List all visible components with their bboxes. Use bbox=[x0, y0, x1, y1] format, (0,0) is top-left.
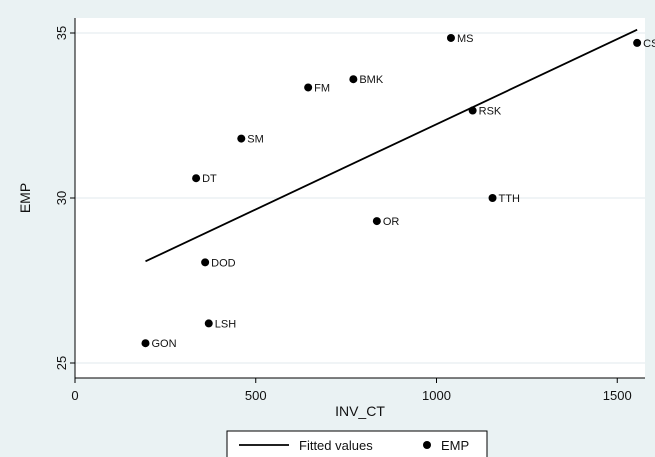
point-label-sm: SM bbox=[247, 134, 263, 146]
point-label-or: OR bbox=[383, 216, 400, 228]
x-axis-title: INV_CT bbox=[335, 403, 385, 419]
x-tick-label-1000: 1000 bbox=[422, 388, 451, 403]
point-label-dod: DOD bbox=[211, 257, 236, 269]
point-or bbox=[372, 217, 381, 226]
y-tick-label-25: 25 bbox=[54, 356, 69, 370]
point-gon bbox=[141, 339, 150, 348]
point-label-ms: MS bbox=[457, 33, 474, 45]
y-tick-label-30: 30 bbox=[54, 191, 69, 205]
point-label-fm: FM bbox=[314, 82, 330, 94]
legend-label-emp: EMP bbox=[441, 438, 469, 453]
fitted-values-line bbox=[145, 28, 638, 263]
point-dt bbox=[192, 174, 201, 183]
point-sm bbox=[237, 134, 246, 143]
y-tick-label-35: 35 bbox=[54, 26, 69, 40]
point-ms bbox=[446, 33, 455, 42]
point-dod bbox=[201, 258, 210, 267]
legend: Fitted values EMP bbox=[226, 430, 488, 457]
point-label-gon: GON bbox=[151, 338, 176, 350]
y-axis-title: EMP bbox=[17, 183, 33, 213]
x-tick-label-500: 500 bbox=[245, 388, 267, 403]
legend-box bbox=[226, 430, 488, 457]
point-label-rsk: RSK bbox=[479, 106, 502, 118]
point-label-tth: TTH bbox=[499, 193, 520, 205]
grid-layer bbox=[75, 32, 645, 364]
point-fm bbox=[304, 83, 313, 92]
point-label-dt: DT bbox=[202, 173, 217, 185]
x-tick-label-1500: 1500 bbox=[603, 388, 632, 403]
point-label-cs: CS bbox=[643, 38, 655, 50]
point-cs bbox=[633, 38, 642, 47]
point-rsk bbox=[468, 106, 477, 115]
point-label-lsh: LSH bbox=[215, 318, 236, 330]
point-label-bmk: BMK bbox=[359, 74, 384, 86]
legend-marker-swatch bbox=[423, 441, 431, 449]
legend-label-fitted: Fitted values bbox=[299, 438, 373, 453]
point-lsh bbox=[204, 319, 213, 328]
x-tick-label-0: 0 bbox=[71, 388, 78, 403]
axes-layer: 25 30 35 0 500 1000 1500 INV_CT EMP bbox=[17, 18, 645, 419]
data-layer: CS MS BMK FM RSK SM DT TTH OR DOD LSH GON bbox=[141, 28, 655, 350]
point-bmk bbox=[349, 75, 358, 84]
point-tth bbox=[488, 194, 497, 202]
